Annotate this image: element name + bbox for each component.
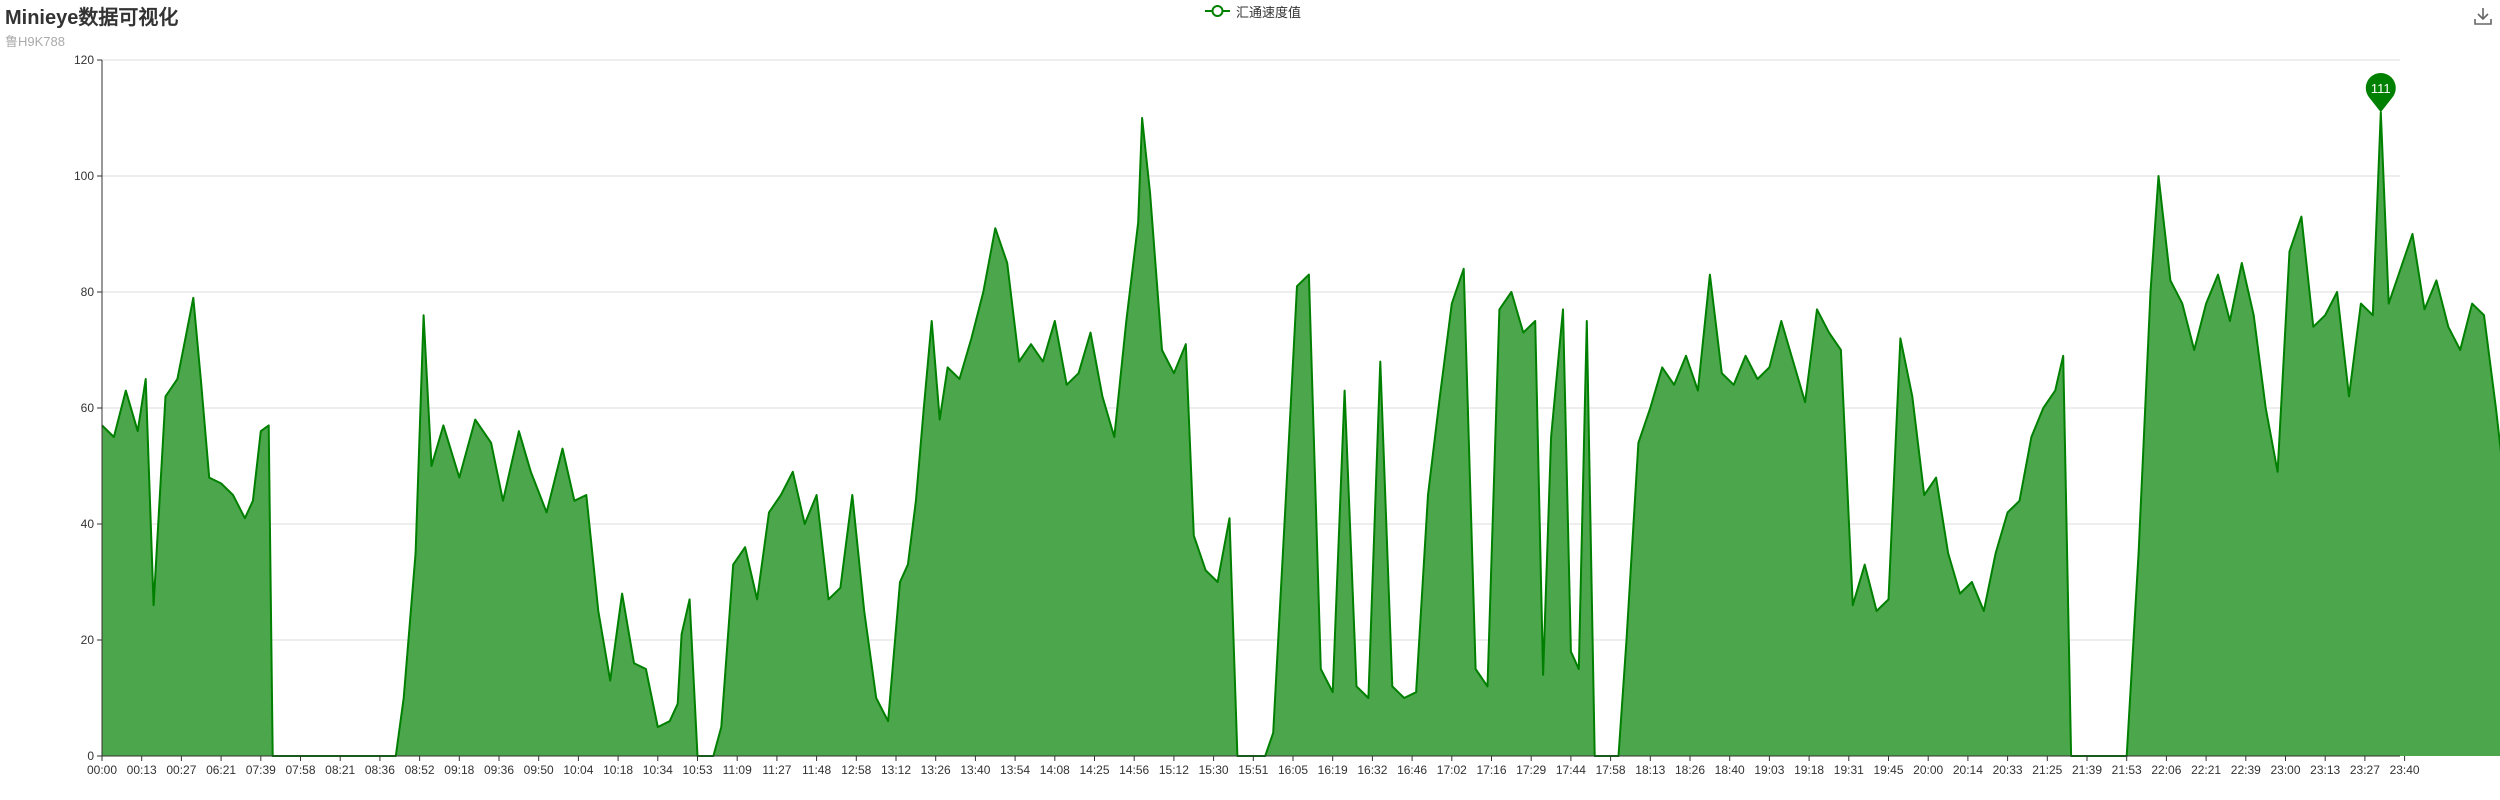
chart-title: Minieye数据可视化 <box>5 7 179 29</box>
x-tick-label: 16:32 <box>1357 763 1387 777</box>
x-tick-label: 17:16 <box>1476 763 1506 777</box>
x-tick-label: 13:40 <box>960 763 990 777</box>
x-tick-label: 23:13 <box>2310 763 2340 777</box>
x-tick-label: 17:58 <box>1596 763 1626 777</box>
x-tick-label: 20:00 <box>1913 763 1943 777</box>
chart-subtitle: 鲁H9K788 <box>5 34 65 49</box>
y-tick-label: 100 <box>74 169 94 183</box>
x-tick-label: 18:26 <box>1675 763 1705 777</box>
legend-label: 汇通速度值 <box>1236 4 1302 20</box>
x-tick-label: 20:33 <box>1993 763 2023 777</box>
x-tick-label: 00:00 <box>87 763 117 777</box>
x-tick-label: 21:25 <box>2032 763 2062 777</box>
y-tick-label: 20 <box>81 633 95 647</box>
y-tick-label: 40 <box>81 517 95 531</box>
x-tick-label: 13:26 <box>921 763 951 777</box>
x-tick-label: 18:40 <box>1715 763 1745 777</box>
x-tick-label: 16:46 <box>1397 763 1427 777</box>
x-tick-label: 17:44 <box>1556 763 1586 777</box>
x-tick-label: 10:53 <box>682 763 712 777</box>
x-tick-label: 11:27 <box>762 763 791 777</box>
x-tick-label: 08:21 <box>325 763 355 777</box>
x-tick-label: 11:09 <box>723 763 752 777</box>
x-tick-label: 06:21 <box>206 763 236 777</box>
x-tick-label: 13:12 <box>881 763 911 777</box>
x-tick-label: 13:54 <box>1000 763 1030 777</box>
x-tick-label: 22:06 <box>2151 763 2181 777</box>
x-tick-label: 17:29 <box>1516 763 1546 777</box>
x-tick-label: 15:12 <box>1159 763 1189 777</box>
max-value-pin <box>2365 73 2396 113</box>
x-tick-label: 10:04 <box>563 763 593 777</box>
x-tick-label: 21:39 <box>2072 763 2102 777</box>
x-tick-label: 14:56 <box>1119 763 1149 777</box>
max-value-label: 111 <box>2371 81 2391 96</box>
download-icon[interactable] <box>2472 5 2494 27</box>
x-tick-label: 19:03 <box>1754 763 1784 777</box>
x-tick-label: 10:34 <box>643 763 673 777</box>
y-tick-label: 0 <box>87 749 94 763</box>
x-tick-label: 15:30 <box>1199 763 1229 777</box>
x-tick-label: 19:18 <box>1794 763 1824 777</box>
x-tick-label: 08:52 <box>405 763 435 777</box>
x-tick-label: 09:36 <box>484 763 514 777</box>
x-tick-label: 11:48 <box>802 763 831 777</box>
x-tick-label: 16:19 <box>1318 763 1348 777</box>
x-tick-label: 09:50 <box>524 763 554 777</box>
x-tick-label: 18:13 <box>1635 763 1665 777</box>
x-tick-label: 12:58 <box>841 763 871 777</box>
x-tick-label: 08:36 <box>365 763 395 777</box>
x-tick-label: 23:27 <box>2350 763 2380 777</box>
x-tick-label: 07:58 <box>285 763 315 777</box>
x-tick-label: 10:18 <box>603 763 633 777</box>
x-tick-label: 09:18 <box>444 763 474 777</box>
x-tick-label: 19:31 <box>1834 763 1864 777</box>
x-tick-label: 19:45 <box>1873 763 1903 777</box>
series-area <box>102 112 2500 756</box>
x-tick-label: 07:39 <box>246 763 276 777</box>
legend-item[interactable]: 汇通速度值 <box>1205 1 1301 21</box>
x-tick-label: 17:02 <box>1437 763 1467 777</box>
legend-line-circle-icon <box>1205 5 1230 17</box>
x-tick-label: 15:51 <box>1238 763 1268 777</box>
x-tick-label: 22:21 <box>2191 763 2221 777</box>
x-tick-label: 23:00 <box>2270 763 2300 777</box>
series-line <box>101 111 2500 757</box>
x-tick-label: 23:40 <box>2390 763 2420 777</box>
x-tick-label: 14:25 <box>1079 763 1109 777</box>
x-tick-label: 22:39 <box>2231 763 2261 777</box>
x-tick-label: 20:14 <box>1953 763 1983 777</box>
y-tick-label: 60 <box>81 401 95 415</box>
x-tick-label: 14:08 <box>1040 763 1070 777</box>
x-tick-label: 00:27 <box>166 763 196 777</box>
y-tick-label: 120 <box>74 53 94 67</box>
y-tick-label: 80 <box>81 285 95 299</box>
x-tick-label: 16:05 <box>1278 763 1308 777</box>
x-tick-label: 21:53 <box>2112 763 2142 777</box>
x-tick-label: 00:13 <box>127 763 157 777</box>
